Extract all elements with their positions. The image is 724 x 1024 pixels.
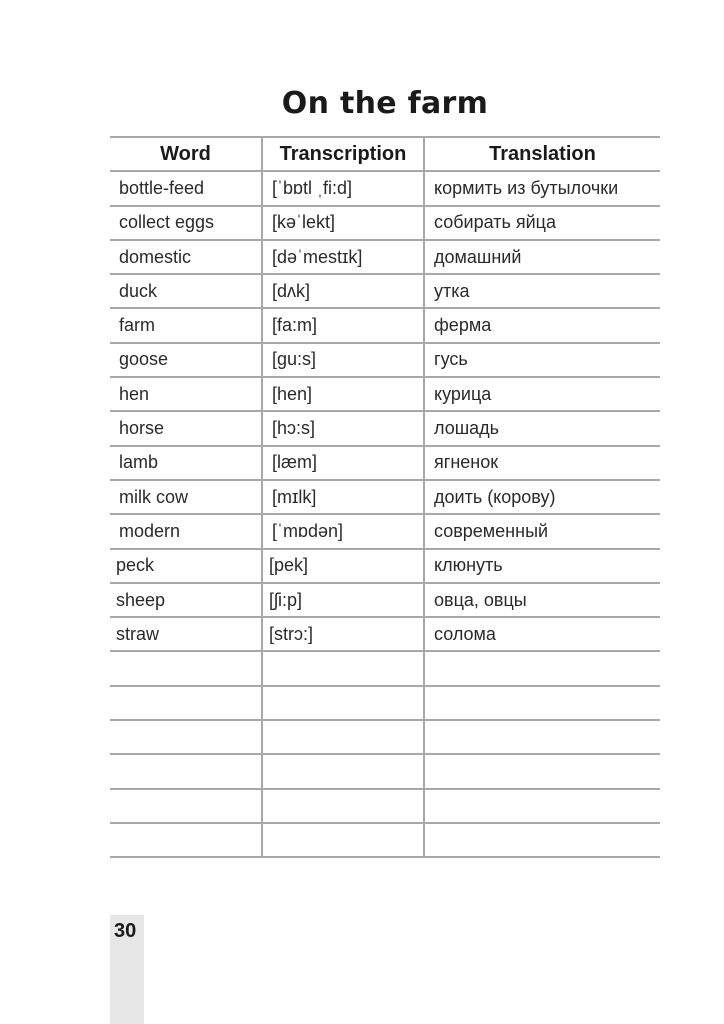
- translation-cell: домашний: [423, 238, 660, 276]
- transcription-cell: [ʃi:p]: [261, 581, 425, 619]
- table-row: goose [gu:s] гусь: [110, 341, 660, 379]
- word-cell: hen: [110, 376, 263, 413]
- table-row: milk cow [mɪlk] доить (корову): [110, 478, 660, 516]
- translation-cell: гусь: [423, 341, 660, 379]
- translation-cell: овца, овцы: [423, 581, 660, 619]
- transcription-cell: [261, 684, 425, 722]
- transcription-cell: [ˈbɒtl ˌfi:d]: [261, 170, 425, 207]
- word-cell: straw: [110, 616, 263, 653]
- translation-cell: [423, 787, 660, 824]
- table-row: peck [pek] клюнуть: [110, 547, 660, 584]
- table-row: horse [hɔ:s] лошадь: [110, 410, 660, 447]
- translation-cell: лошадь: [423, 410, 660, 447]
- word-cell: [110, 787, 263, 824]
- page-number: 30: [114, 920, 137, 942]
- transcription-cell: [261, 719, 425, 756]
- table-row: [110, 650, 660, 687]
- translation-cell: ягненок: [423, 444, 660, 481]
- page-title: On the farm: [281, 86, 489, 121]
- transcription-cell: [læm]: [261, 444, 425, 481]
- table-row: [110, 787, 660, 824]
- word-cell: duck: [110, 273, 263, 310]
- transcription-cell: [kəˈlekt]: [261, 204, 425, 241]
- translation-cell: кормить из бутылочки: [423, 170, 660, 207]
- word-cell: bottle-feed: [110, 170, 263, 207]
- word-cell: sheep: [110, 581, 263, 619]
- transcription-cell: [mɪlk]: [261, 478, 425, 516]
- word-cell: horse: [110, 410, 263, 447]
- transcription-cell: [ˈmɒdən]: [261, 513, 425, 550]
- table-row: collect eggs [kəˈlekt] собирать яйца: [110, 204, 660, 241]
- table-row: farm [fa:m] ферма: [110, 307, 660, 344]
- translation-cell: клюнуть: [423, 547, 660, 584]
- table-row: [110, 719, 660, 756]
- word-cell: domestic: [110, 238, 263, 276]
- table-row: lamb [læm] ягненок: [110, 444, 660, 481]
- translation-cell: [423, 684, 660, 722]
- column-header-transcription: Transcription: [261, 135, 425, 173]
- table-row: sheep [ʃi:p] овца, овцы: [110, 581, 660, 619]
- translation-cell: [423, 821, 660, 859]
- translation-cell: [423, 753, 660, 790]
- word-cell: [110, 684, 263, 722]
- transcription-cell: [hɔ:s]: [261, 410, 425, 447]
- transcription-cell: [261, 787, 425, 824]
- column-header-translation: Translation: [423, 135, 660, 173]
- transcription-cell: [261, 821, 425, 859]
- word-cell: [110, 719, 263, 756]
- word-cell: lamb: [110, 444, 263, 481]
- translation-cell: утка: [423, 273, 660, 310]
- word-cell: [110, 650, 263, 687]
- transcription-cell: [fa:m]: [261, 307, 425, 344]
- transcription-cell: [strɔ:]: [261, 616, 425, 653]
- transcription-cell: [pek]: [261, 547, 425, 584]
- transcription-cell: [gu:s]: [261, 341, 425, 379]
- table-row: hen [hen] курица: [110, 376, 660, 413]
- word-cell: goose: [110, 341, 263, 379]
- table-row: [110, 684, 660, 722]
- table-row: domestic [dəˈmestɪk] домашний: [110, 238, 660, 276]
- table-row: straw [strɔ:] солома: [110, 616, 660, 653]
- word-cell: [110, 753, 263, 790]
- translation-cell: доить (корову): [423, 478, 660, 516]
- vocabulary-table: Word Transcription Translation bottle-fe…: [110, 135, 660, 859]
- page-number-tab: [110, 915, 144, 1024]
- word-cell: farm: [110, 307, 263, 344]
- transcription-cell: [261, 753, 425, 790]
- translation-cell: ферма: [423, 307, 660, 344]
- word-cell: peck: [110, 547, 263, 584]
- transcription-cell: [hen]: [261, 376, 425, 413]
- translation-cell: [423, 650, 660, 687]
- table-header-row: Word Transcription Translation: [110, 135, 660, 173]
- transcription-cell: [261, 650, 425, 687]
- table-row: duck [dʌk] утка: [110, 273, 660, 310]
- translation-cell: курица: [423, 376, 660, 413]
- word-cell: modern: [110, 513, 263, 550]
- table-row: bottle-feed [ˈbɒtl ˌfi:d] кормить из бутыл…: [110, 170, 660, 207]
- word-cell: milk cow: [110, 478, 263, 516]
- word-cell: [110, 821, 263, 859]
- translation-cell: современный: [423, 513, 660, 550]
- translation-cell: [423, 719, 660, 756]
- table-row: [110, 821, 660, 859]
- translation-cell: собирать яйца: [423, 204, 660, 241]
- table-row: [110, 753, 660, 790]
- word-cell: collect eggs: [110, 204, 263, 241]
- transcription-cell: [dʌk]: [261, 273, 425, 310]
- column-header-word: Word: [110, 135, 263, 173]
- table-row: modern [ˈmɒdən] современный: [110, 513, 660, 550]
- translation-cell: солома: [423, 616, 660, 653]
- transcription-cell: [dəˈmestɪk]: [261, 238, 425, 276]
